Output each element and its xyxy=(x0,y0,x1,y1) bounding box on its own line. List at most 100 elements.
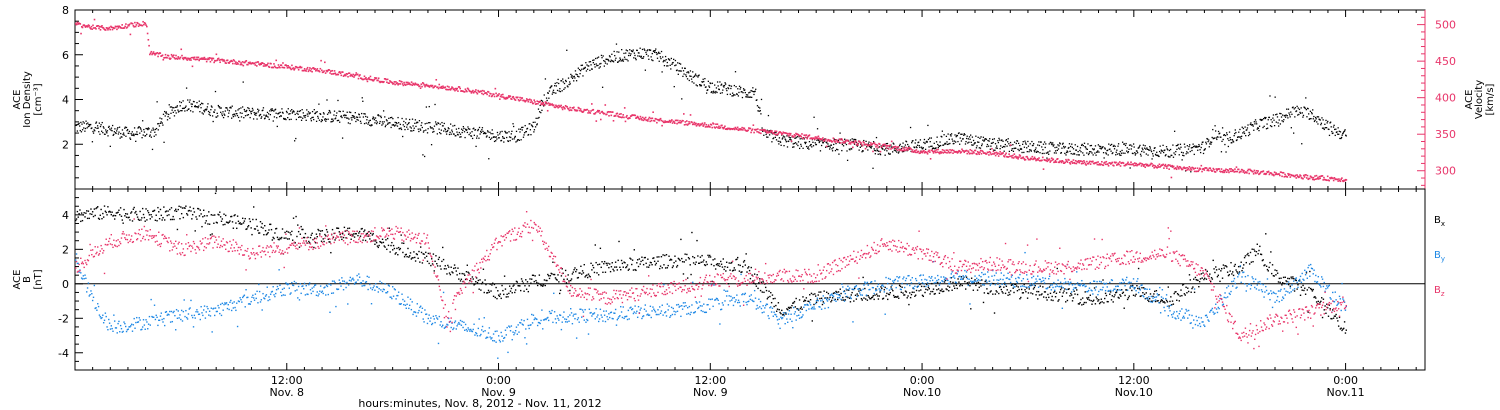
density-point xyxy=(188,101,191,103)
density-point xyxy=(269,110,271,112)
density-point xyxy=(1189,144,1191,146)
bx-point xyxy=(541,284,543,286)
density-point xyxy=(1121,149,1123,152)
velocity-point xyxy=(106,27,109,29)
velocity-point xyxy=(475,91,478,94)
bx-point xyxy=(508,285,511,287)
density-point xyxy=(1212,128,1214,131)
velocity-point xyxy=(926,151,928,154)
bx-point xyxy=(475,280,477,283)
density-point xyxy=(432,128,434,130)
density-point xyxy=(179,101,181,103)
velocity-point xyxy=(1225,171,1228,173)
velocity-point xyxy=(948,152,951,154)
density-point xyxy=(838,142,841,144)
velocity-point xyxy=(394,83,396,86)
bx-point xyxy=(303,236,306,239)
velocity-point xyxy=(281,66,284,69)
density-point xyxy=(1077,150,1079,153)
density-point xyxy=(601,86,604,88)
density-point xyxy=(1111,152,1113,155)
velocity-point xyxy=(545,101,547,104)
velocity-point xyxy=(1068,159,1070,161)
velocity-point xyxy=(472,91,475,94)
velocity-point xyxy=(519,99,522,101)
velocity-point xyxy=(555,104,557,107)
velocity-point xyxy=(839,138,841,141)
velocity-point xyxy=(1227,169,1230,172)
density-point xyxy=(466,129,468,131)
velocity-point xyxy=(1253,169,1256,172)
density-point xyxy=(592,59,594,62)
density-point xyxy=(975,135,977,137)
density-point xyxy=(82,121,84,123)
bx-point xyxy=(132,208,135,210)
velocity-point xyxy=(887,145,889,147)
bx-point xyxy=(468,272,470,274)
bx-point xyxy=(430,264,432,267)
bx-point xyxy=(244,217,246,220)
density-point xyxy=(757,110,759,112)
velocity-point xyxy=(884,143,886,146)
density-point xyxy=(563,82,566,85)
density-point xyxy=(180,101,183,104)
velocity-point xyxy=(397,83,399,86)
density-point xyxy=(501,130,503,133)
density-point xyxy=(475,145,477,148)
velocity-point xyxy=(273,65,276,68)
velocity-point xyxy=(728,127,731,130)
density-point xyxy=(460,136,462,138)
density-point xyxy=(1215,137,1217,139)
velocity-point xyxy=(344,74,347,77)
velocity-tick-label: 450 xyxy=(1435,55,1456,68)
bx-point xyxy=(273,237,275,240)
density-point xyxy=(967,138,970,140)
density-point xyxy=(641,57,643,59)
velocity-point xyxy=(157,55,159,58)
density-point xyxy=(488,158,490,160)
bx-point xyxy=(221,218,224,220)
density-point xyxy=(422,154,424,156)
velocity-point xyxy=(1207,169,1210,172)
velocity-point xyxy=(636,115,639,118)
velocity-point xyxy=(268,66,271,69)
velocity-point xyxy=(1111,161,1114,164)
velocity-point xyxy=(464,88,467,91)
bx-point xyxy=(214,192,217,195)
bx-point xyxy=(364,229,366,231)
velocity-point xyxy=(928,149,930,152)
density-point xyxy=(1245,135,1247,137)
density-point xyxy=(148,128,150,130)
velocity-point xyxy=(702,125,705,127)
density-point xyxy=(1199,149,1201,151)
density-point xyxy=(161,122,163,124)
density-point xyxy=(971,144,973,146)
density-point xyxy=(151,129,153,131)
velocity-point xyxy=(539,100,542,103)
velocity-point xyxy=(311,70,313,73)
density-point xyxy=(1185,153,1187,155)
bx-point xyxy=(80,212,83,214)
density-point xyxy=(1071,143,1073,145)
density-point xyxy=(1029,143,1031,145)
density-point xyxy=(1064,152,1066,155)
bx-point xyxy=(633,249,635,251)
density-point xyxy=(568,83,570,86)
density-point xyxy=(1104,148,1106,150)
density-point xyxy=(329,112,332,114)
density-point xyxy=(560,80,563,82)
density-point xyxy=(150,136,152,138)
bx-point xyxy=(152,210,155,212)
velocity-point xyxy=(519,96,521,99)
density-point xyxy=(274,108,277,110)
density-point xyxy=(198,105,200,107)
density-point xyxy=(411,118,414,120)
density-point xyxy=(1114,145,1116,148)
bx-point xyxy=(336,227,339,229)
density-point xyxy=(173,107,175,109)
bx-point xyxy=(431,263,434,265)
velocity-point xyxy=(167,54,170,57)
bx-point xyxy=(370,240,373,242)
density-point xyxy=(774,132,776,134)
velocity-point xyxy=(331,69,334,72)
